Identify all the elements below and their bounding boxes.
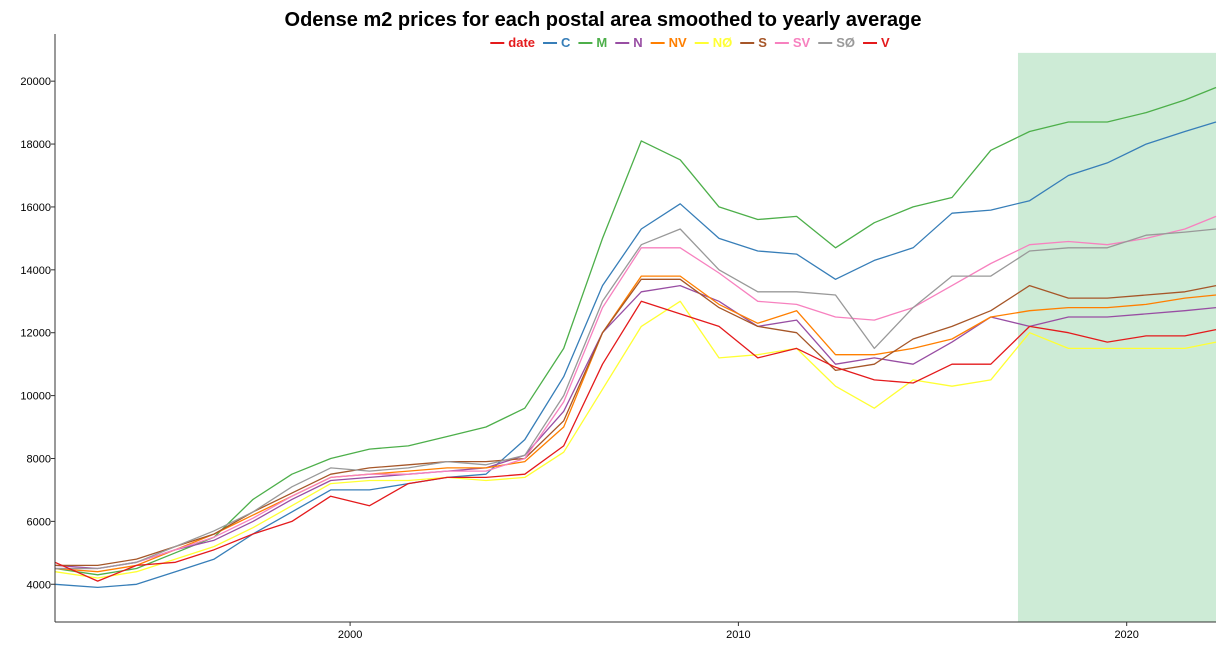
legend-label: S xyxy=(758,35,767,50)
legend-item-V: V xyxy=(863,35,890,50)
y-tick-label: 20000 xyxy=(20,76,51,88)
legend-label: N xyxy=(633,35,642,50)
axes: 4000 6000 8000 10000 12000 14000 16000 18000 200… xyxy=(20,34,1216,641)
legend-item-date: date xyxy=(490,35,535,50)
legend-item-M: M xyxy=(578,35,607,50)
legend-item-C: C xyxy=(543,35,571,50)
y-tick-label: 16000 xyxy=(20,202,51,214)
legend-item-SV: SV xyxy=(774,35,811,50)
series-line-NV xyxy=(54,275,1217,573)
legend-label: C xyxy=(561,35,571,50)
legend-item-NØ: NØ xyxy=(694,35,733,50)
series-group xyxy=(54,86,1217,589)
series-line-SØ xyxy=(55,228,1217,570)
x-tick-label: 2010 xyxy=(726,629,750,641)
y-tick-label: 12000 xyxy=(20,328,51,340)
legend-item-N: N xyxy=(615,35,643,50)
highlight-span xyxy=(1017,52,1216,622)
legend-item-NV: NV xyxy=(650,35,687,50)
y-tick-label: 8000 xyxy=(27,453,51,465)
series-line-V xyxy=(54,300,1217,582)
legend-label: V xyxy=(881,35,890,50)
y-tick-label: 4000 xyxy=(27,579,51,591)
y-tick-label: 14000 xyxy=(20,265,51,277)
series-line-NØ xyxy=(54,300,1217,579)
series-line-M xyxy=(54,86,1217,576)
legend-item-SØ: SØ xyxy=(818,35,855,50)
legend: date C M N NV NØ S SV SØ V xyxy=(490,35,890,50)
y-tick-label: 6000 xyxy=(27,516,51,528)
legend-label: date xyxy=(508,35,535,50)
y-tick-label: 18000 xyxy=(20,139,51,151)
legend-label: NV xyxy=(669,35,687,50)
x-tick-label: 2000 xyxy=(338,629,362,641)
legend-label: NØ xyxy=(713,35,733,50)
legend-label: M xyxy=(596,35,607,50)
series-line-SV xyxy=(55,215,1217,570)
legend-label: SV xyxy=(793,35,811,50)
legend-label: SØ xyxy=(836,35,855,50)
chart-title: Odense m2 prices for each postal area sm… xyxy=(285,9,922,31)
legend-item-S: S xyxy=(740,35,767,50)
y-tick-label: 10000 xyxy=(20,391,51,403)
x-tick-label: 2020 xyxy=(1114,629,1138,641)
